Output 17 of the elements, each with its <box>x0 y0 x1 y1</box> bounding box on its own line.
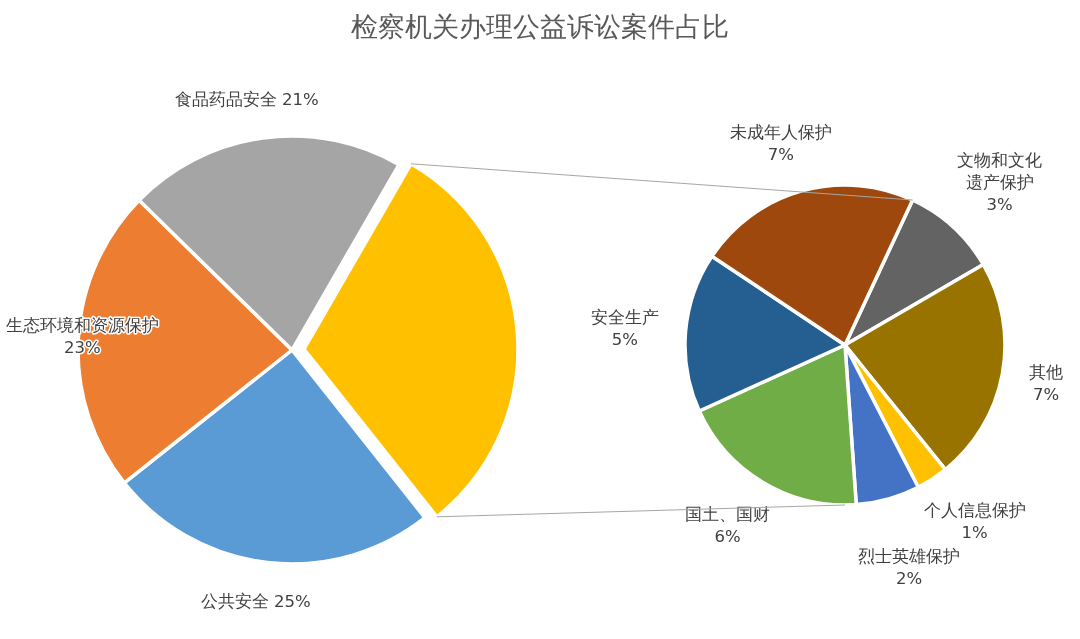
slice-label: 食品药品安全 21% <box>174 90 319 110</box>
slice-label: 安全生产 <box>590 307 659 327</box>
data-label: 7% <box>767 144 795 164</box>
slice-label: 国土、国财 <box>685 505 771 525</box>
slice-label: 烈士英雄保护 <box>858 546 961 566</box>
slice-label: 个人信息保护 <box>923 500 1026 520</box>
data-label: 7% <box>1032 385 1060 405</box>
data-label: 5% <box>611 329 638 349</box>
data-label: 6% <box>714 527 741 547</box>
slice-label: 未成年人保护 <box>729 122 832 142</box>
slice-label: 其他 <box>1029 363 1064 383</box>
data-label: 1% <box>961 522 988 542</box>
slice-label: 公共安全 25% <box>200 592 311 612</box>
chart-title: 检察机关办理公益诉讼案件占比 <box>351 11 729 42</box>
slice-label: 文物和文化遗产保护 <box>957 150 1043 192</box>
data-label: 3% <box>986 194 1013 214</box>
data-label: 2% <box>895 568 923 588</box>
